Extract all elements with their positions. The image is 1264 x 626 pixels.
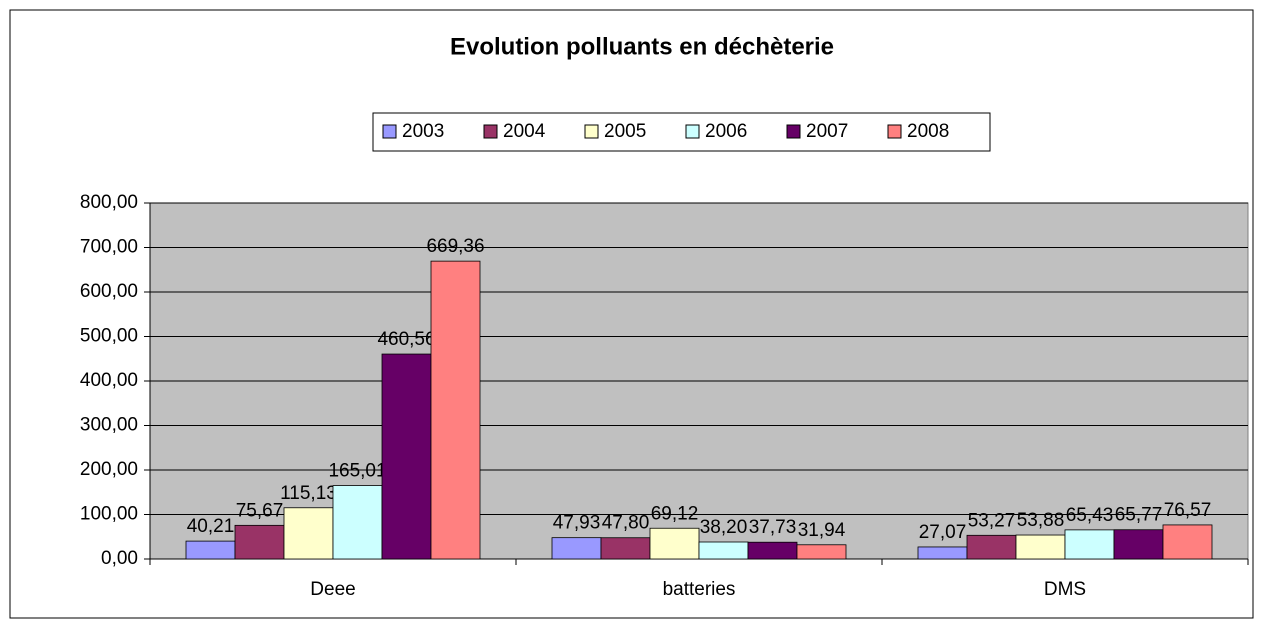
legend-label: 2005 [604,121,646,142]
bar [430,260,481,560]
legend-swatch [382,124,397,139]
y-tick-label: 200,00 [80,459,138,480]
value-label: 460,56 [377,329,435,350]
y-tick-label: 500,00 [80,326,138,347]
bar [1113,529,1164,560]
y-tick-label: 400,00 [80,370,138,391]
x-tick-label: batteries [663,579,736,600]
legend-swatch [584,124,599,139]
value-label: 65,43 [1066,505,1114,526]
legend-label: 2008 [907,121,949,142]
value-label: 40,21 [187,516,235,537]
value-label: 69,12 [651,503,699,524]
bar [185,540,236,560]
legend-label: 2006 [705,121,747,142]
legend-label: 2003 [402,121,444,142]
bar [649,527,700,560]
bar [966,534,1017,560]
value-label: 53,27 [968,510,1016,531]
legend-label: 2007 [806,121,848,142]
bar [332,485,383,560]
bar [381,353,432,560]
value-label: 53,88 [1017,510,1065,531]
chart-title: Evolution polluants en déchèterie [450,33,834,60]
legend-swatch [685,124,700,139]
y-tick-label: 800,00 [80,192,138,213]
bar [600,537,651,560]
legend-label: 2004 [503,121,546,142]
value-label: 65,77 [1115,505,1163,526]
y-tick-label: 100,00 [80,504,138,525]
y-tick-label: 600,00 [80,281,138,302]
value-label: 165,01 [328,461,386,482]
legend-swatch [887,124,902,139]
value-label: 115,13 [280,483,337,504]
legend-swatch [483,124,498,139]
x-tick-label: Deee [310,579,355,600]
bar [551,537,602,560]
y-tick-label: 0,00 [101,548,138,569]
legend-swatch [786,124,801,139]
bar [698,541,749,560]
value-label: 76,57 [1164,500,1212,521]
value-label: 38,20 [700,517,748,538]
value-label: 47,93 [553,513,601,534]
bar [283,507,334,560]
value-label: 47,80 [602,513,650,534]
value-label: 31,94 [798,520,846,541]
value-label: 37,73 [749,517,797,538]
bar [1064,529,1115,560]
legend-box [372,112,991,152]
bar [234,524,285,560]
bar [796,544,847,560]
bar [917,546,968,560]
bar [1162,524,1213,560]
y-tick-label: 700,00 [80,237,138,258]
x-tick-label: DMS [1044,579,1086,600]
y-tick-label: 300,00 [80,415,138,436]
bar [1015,534,1066,560]
value-label: 75,67 [236,500,284,521]
bar [747,541,798,560]
value-label: 669,36 [426,236,484,257]
value-label: 27,07 [919,522,967,543]
